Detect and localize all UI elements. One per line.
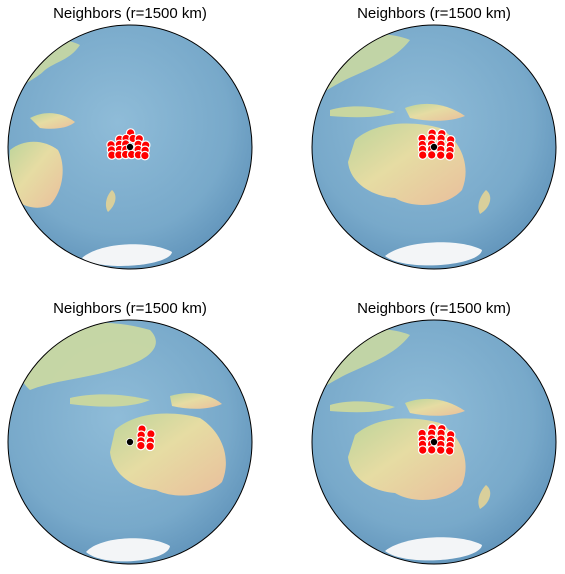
query-point	[429, 437, 438, 446]
landmass-australia	[8, 141, 63, 208]
neighbor-point	[417, 150, 428, 160]
panel-1-markers	[106, 128, 151, 161]
landmass-papua	[405, 398, 465, 416]
query-point	[126, 437, 135, 446]
landmass-papua	[30, 113, 75, 129]
neighbor-point	[136, 440, 146, 451]
query-point	[126, 142, 135, 151]
landmass-indonesia	[70, 394, 150, 407]
neighbor-point	[444, 151, 455, 161]
neighbor-point	[426, 445, 437, 455]
panel-1-title: Neighbors (r=1500 km)	[53, 5, 207, 22]
neighbor-point	[435, 150, 446, 160]
landmass-antarctica	[385, 537, 482, 561]
panel-3-markers	[126, 424, 156, 452]
neighbor-point	[444, 446, 455, 456]
panel-4-globe-outline	[311, 319, 557, 565]
panel-4: Neighbors (r=1500 km)	[311, 300, 557, 565]
neighbor-point	[417, 445, 428, 455]
landmass-indonesia	[330, 106, 395, 118]
landmass-new-zealand	[478, 190, 491, 214]
panel-4-markers	[417, 423, 456, 456]
query-point	[429, 142, 438, 151]
panel-2-globe-outline	[311, 24, 557, 270]
panel-2-title: Neighbors (r=1500 km)	[357, 5, 511, 22]
neighbor-point	[426, 150, 437, 160]
panel-2-markers	[417, 128, 456, 161]
neighbor-point	[140, 150, 150, 161]
landmass-antarctica	[82, 244, 172, 266]
panel-1: Neighbors (r=1500 km)	[7, 5, 253, 270]
landmass-antarctica	[86, 538, 170, 562]
panel-1-globe-outline	[7, 24, 253, 270]
neighbor-point	[145, 441, 155, 452]
landmass-papua	[170, 393, 222, 409]
landmass-papua	[405, 103, 465, 121]
panel-3-title: Neighbors (r=1500 km)	[53, 300, 207, 317]
landmass-indonesia	[330, 401, 395, 413]
neighbor-point	[435, 445, 446, 455]
panel-3: Neighbors (r=1500 km)	[7, 300, 253, 565]
landmass-new-zealand	[478, 485, 491, 509]
landmass-antarctica	[385, 242, 482, 266]
panel-2: Neighbors (r=1500 km)	[311, 5, 557, 270]
panel-4-title: Neighbors (r=1500 km)	[357, 300, 511, 317]
panel-3-globe-outline	[7, 319, 253, 565]
landmass-new-zealand	[105, 190, 116, 212]
